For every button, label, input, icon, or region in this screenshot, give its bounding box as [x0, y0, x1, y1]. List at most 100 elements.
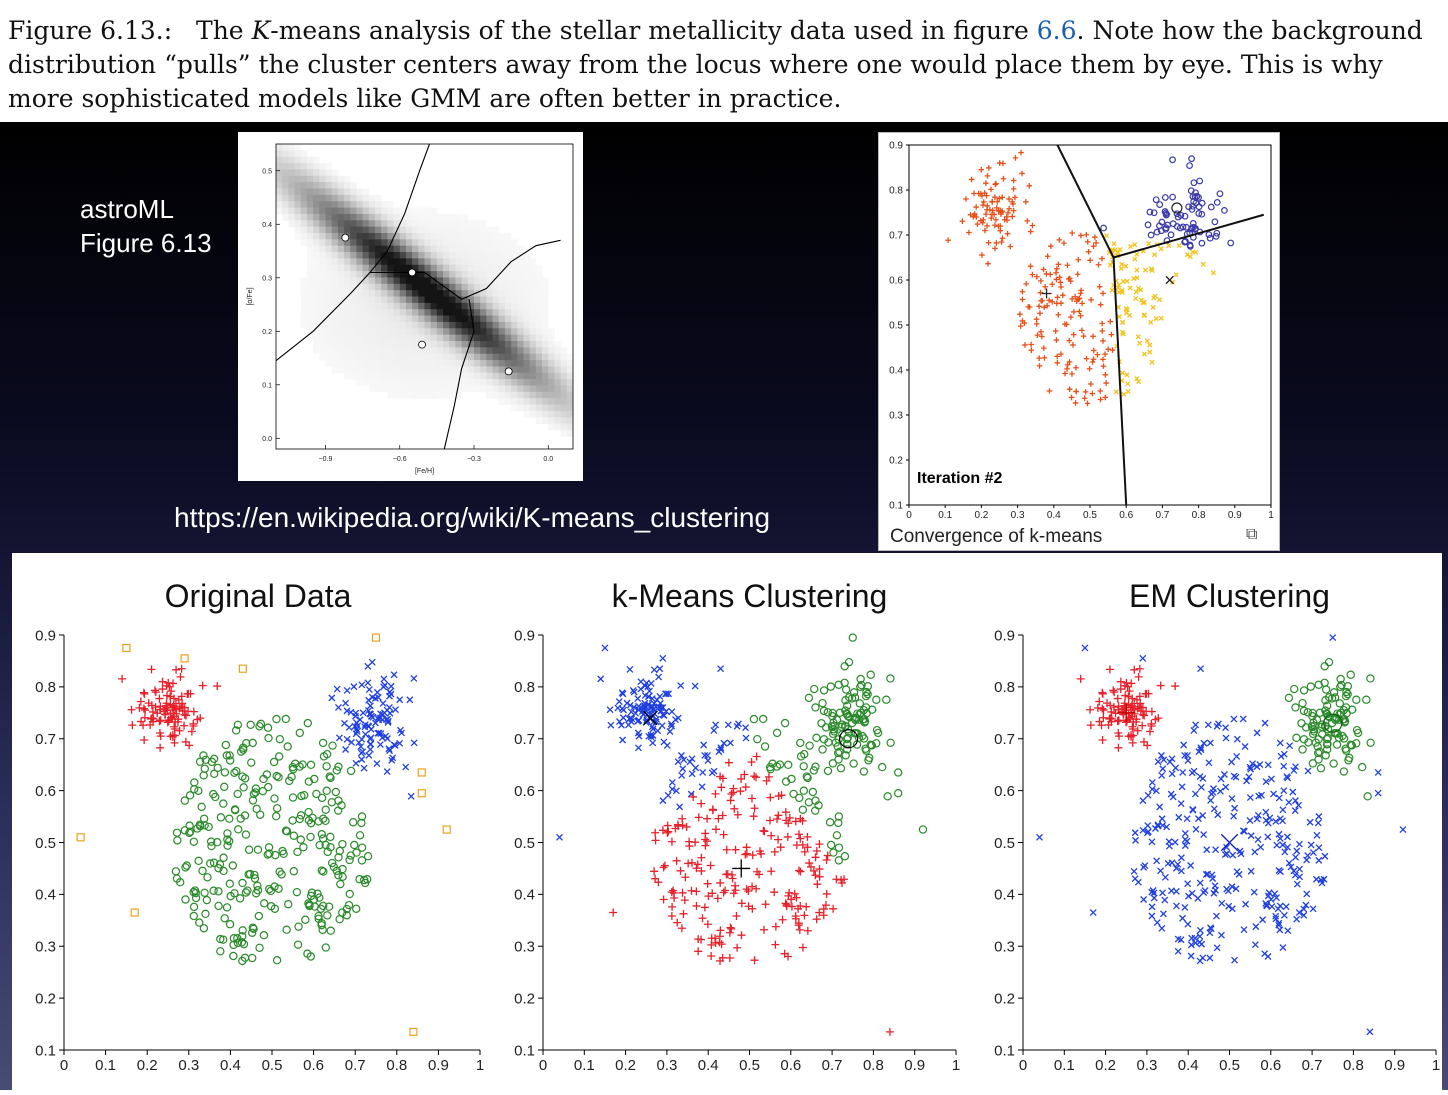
heatmap-cell: [319, 252, 326, 259]
data-point: [1314, 755, 1323, 764]
data-point: [389, 754, 397, 762]
heatmap-cell: [517, 321, 524, 329]
heatmap-cell: [517, 366, 524, 374]
data-point: [238, 772, 247, 781]
data-point: [1070, 342, 1076, 348]
heatmap-cell: [313, 309, 320, 316]
heatmap-cell: [300, 232, 308, 240]
data-point: [1313, 748, 1323, 758]
data-point: [1161, 194, 1169, 201]
data-point: [886, 674, 895, 683]
heatmap-cell: [480, 340, 487, 348]
y-tick-label: 0.2: [35, 990, 56, 1007]
heatmap-cell: [461, 245, 469, 253]
data-point: [618, 721, 625, 729]
data-point: [1124, 372, 1130, 378]
heatmap-cell: [566, 360, 574, 367]
heatmap-cell: [344, 334, 351, 342]
data-point: [1103, 233, 1110, 239]
data-point: [1107, 707, 1116, 716]
heatmap-cell: [331, 232, 339, 240]
data-point: [352, 759, 360, 767]
data-point: [1055, 311, 1062, 318]
caption-figure-ref[interactable]: 6.6: [1036, 16, 1077, 45]
data-point: [1290, 766, 1298, 774]
wikipedia-url[interactable]: https://en.wikipedia.org/wiki/K-means_cl…: [174, 502, 771, 533]
heatmap-cell: [480, 372, 487, 380]
heatmap-cell: [542, 398, 549, 405]
data-point: [762, 776, 771, 785]
heatmap-cell: [436, 258, 444, 266]
data-point: [1329, 688, 1339, 697]
heatmap-cell: [480, 290, 487, 297]
heatmap-cell: [511, 264, 518, 272]
x-tick-label: 0.2: [615, 1057, 636, 1074]
data-point: [722, 845, 731, 854]
data-point: [259, 774, 268, 784]
heatmap-cell: [542, 309, 549, 316]
data-point: [1144, 221, 1152, 229]
heatmap-cell: [523, 353, 531, 361]
heatmap-cell: [523, 321, 531, 329]
data-point: [379, 699, 387, 707]
data-point: [1141, 351, 1147, 357]
data-point: [1140, 863, 1148, 871]
heatmap-cell: [504, 347, 512, 355]
data-point: [1147, 349, 1153, 355]
heatmap-cell: [480, 239, 487, 247]
data-point: [1131, 829, 1139, 837]
data-point: [315, 840, 324, 850]
data-point: [752, 884, 761, 893]
data-point: [992, 222, 998, 229]
data-point: [442, 825, 451, 834]
heatmap-cell: [356, 207, 364, 215]
heatmap-cell: [424, 213, 432, 221]
data-point: [335, 846, 345, 856]
heatmap-cell: [424, 353, 432, 361]
data-point: [1169, 156, 1176, 164]
data-point: [1271, 890, 1279, 898]
data-point: [170, 738, 179, 747]
data-point: [1214, 811, 1222, 819]
heatmap-cell: [548, 366, 555, 374]
heatmap-cell: [350, 296, 357, 304]
data-point: [692, 864, 701, 873]
heatmap-cell: [566, 429, 574, 437]
heatmap-cell: [436, 271, 444, 278]
heatmap-cell: [276, 207, 283, 215]
heatmap-cell: [498, 315, 506, 323]
data-point: [1093, 703, 1102, 712]
heatmap-cell: [387, 271, 394, 278]
data-point: [1342, 687, 1351, 697]
heatmap-cell: [535, 334, 543, 342]
heatmap-cell: [375, 220, 382, 228]
data-point: [385, 703, 393, 711]
heatmap-cell: [511, 245, 518, 253]
heatmap-cell: [418, 334, 425, 342]
expand-icon[interactable]: ⧉: [1246, 526, 1258, 543]
data-point: [237, 932, 247, 941]
x-tick-label: 0.7: [1155, 510, 1169, 521]
data-point: [700, 903, 709, 912]
data-point: [1049, 281, 1056, 288]
heatmap-cell: [461, 347, 469, 355]
heatmap-cell: [424, 366, 432, 374]
data-point: [182, 711, 191, 720]
heatmap-cell: [405, 264, 413, 272]
data-point: [973, 204, 979, 210]
heatmap-cell: [474, 353, 481, 361]
data-point: [836, 764, 846, 773]
data-point: [1029, 222, 1036, 229]
data-point: [1221, 851, 1229, 859]
data-point: [834, 843, 844, 852]
data-point: [1148, 838, 1156, 846]
cluster-center: [341, 233, 350, 242]
heatmap-cell: [331, 321, 339, 329]
data-point: [1228, 758, 1236, 766]
data-point: [1133, 296, 1139, 302]
data-point: [1012, 155, 1019, 161]
heatmap-cell: [300, 175, 308, 183]
data-point: [1192, 225, 1199, 232]
heatmap-cell: [436, 264, 444, 272]
heatmap-cell: [300, 163, 308, 170]
